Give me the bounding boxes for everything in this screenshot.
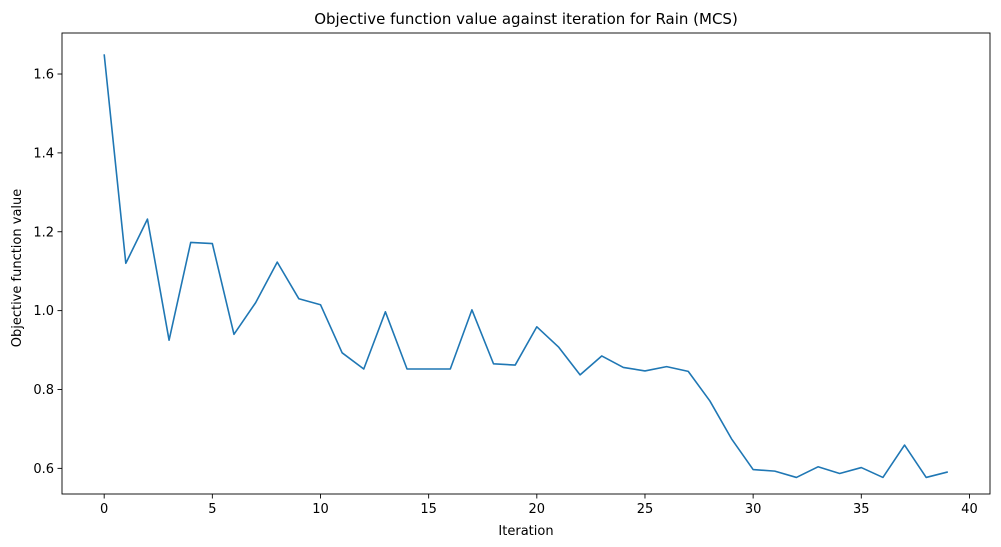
x-tick-label: 10 (312, 502, 329, 517)
x-tick-label: 5 (208, 502, 216, 517)
x-tick-label: 20 (529, 502, 546, 517)
y-tick-label: 1.2 (33, 225, 54, 240)
y-tick-label: 1.4 (33, 146, 54, 161)
x-tick-label: 0 (100, 502, 108, 517)
x-tick-label: 15 (420, 502, 437, 517)
y-tick-label: 0.8 (33, 383, 54, 398)
plot-area (61, 32, 991, 495)
series-line-0 (103, 54, 949, 479)
x-tick-label: 30 (745, 502, 762, 517)
plot-frame (61, 32, 991, 495)
y-tick-label: 1.0 (33, 304, 54, 319)
y-tick-label: 0.6 (33, 462, 54, 477)
x-tick-label: 25 (637, 502, 654, 517)
x-tick-label: 35 (853, 502, 870, 517)
x-tick-label: 40 (961, 502, 978, 517)
y-axis-ticks: 0.6 0.8 1.0 1.2 1.4 1.6 (33, 68, 62, 477)
y-axis-label: Objective function value (10, 189, 25, 348)
chart-title: Objective function value against iterati… (314, 10, 738, 28)
x-axis-ticks: 0 5 10 15 20 25 30 35 40 (100, 494, 978, 517)
y-tick-label: 1.6 (33, 68, 54, 83)
x-axis-label: Iteration (498, 524, 553, 539)
